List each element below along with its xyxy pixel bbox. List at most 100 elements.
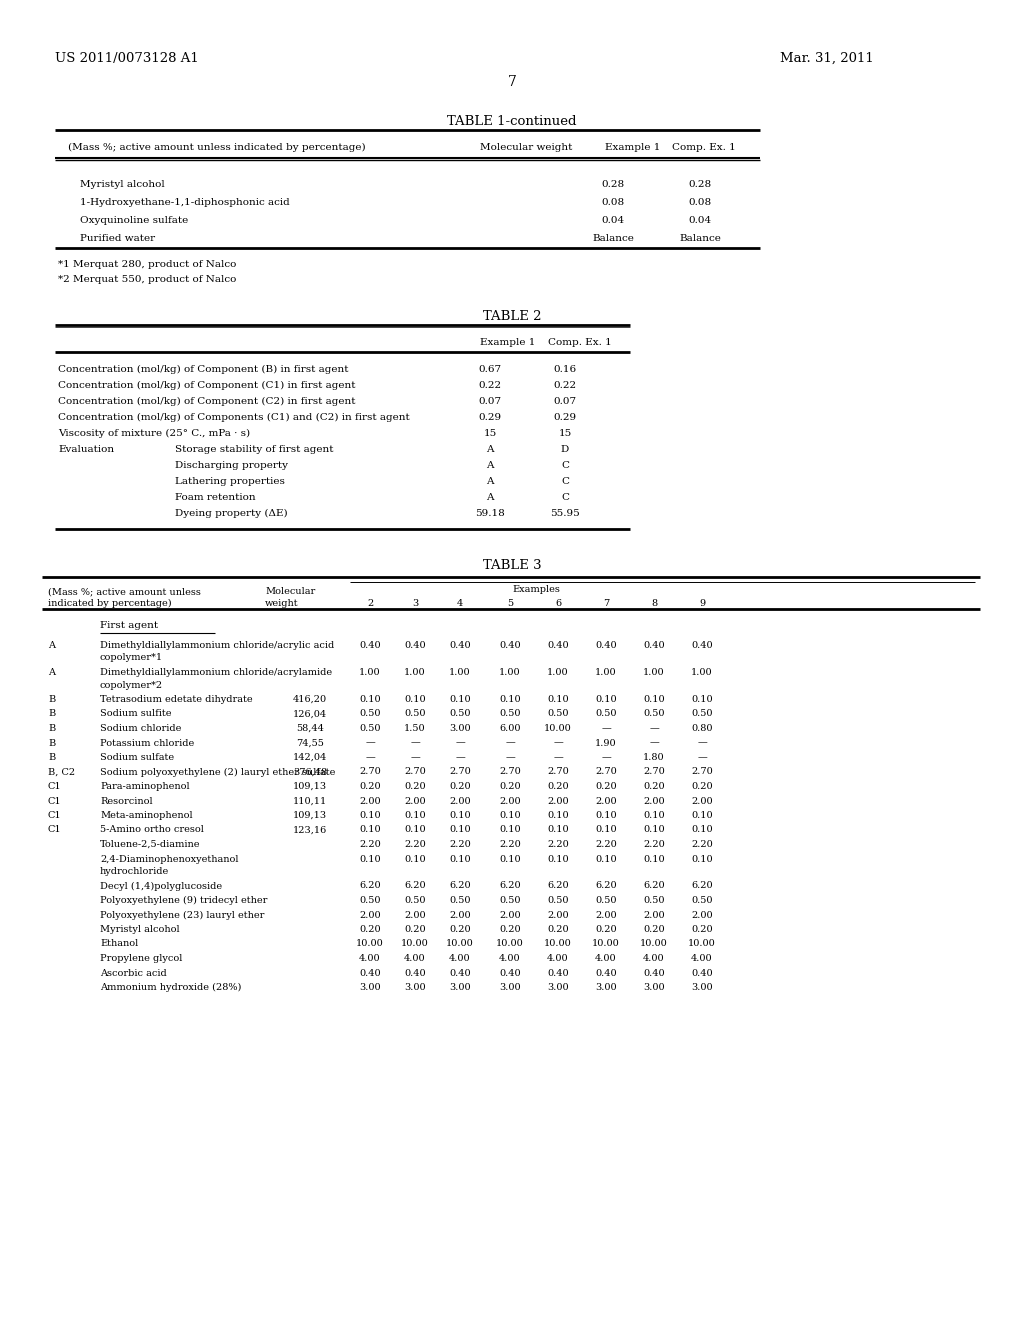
- Text: 7: 7: [508, 75, 516, 88]
- Text: Propylene glycol: Propylene glycol: [100, 954, 182, 964]
- Text: 0.07: 0.07: [553, 397, 577, 407]
- Text: 3.00: 3.00: [499, 983, 521, 993]
- Text: 2.70: 2.70: [404, 767, 426, 776]
- Text: 0.10: 0.10: [547, 696, 568, 704]
- Text: 55.95: 55.95: [550, 510, 580, 517]
- Text: 0.40: 0.40: [595, 642, 616, 649]
- Text: Comp. Ex. 1: Comp. Ex. 1: [672, 143, 736, 152]
- Text: TABLE 1-continued: TABLE 1-continued: [447, 115, 577, 128]
- Text: 58,44: 58,44: [296, 723, 324, 733]
- Text: Concentration (mol/kg) of Component (B) in first agent: Concentration (mol/kg) of Component (B) …: [58, 366, 348, 374]
- Text: 2.00: 2.00: [643, 911, 665, 920]
- Text: 2.00: 2.00: [643, 796, 665, 805]
- Text: —: —: [697, 752, 707, 762]
- Text: C1: C1: [48, 796, 61, 805]
- Text: A: A: [486, 477, 494, 486]
- Text: —: —: [553, 738, 563, 747]
- Text: 0.22: 0.22: [478, 381, 502, 389]
- Text: 0.10: 0.10: [499, 810, 521, 820]
- Text: —: —: [411, 752, 420, 762]
- Text: 0.40: 0.40: [450, 642, 471, 649]
- Text: 3.00: 3.00: [595, 983, 616, 993]
- Text: 3.00: 3.00: [547, 983, 568, 993]
- Text: 0.10: 0.10: [450, 825, 471, 834]
- Text: First agent: First agent: [100, 620, 158, 630]
- Text: B, C2: B, C2: [48, 767, 75, 776]
- Text: Examples: Examples: [512, 585, 560, 594]
- Text: 0.40: 0.40: [450, 969, 471, 978]
- Text: 376,48: 376,48: [293, 767, 327, 776]
- Text: Toluene-2,5-diamine: Toluene-2,5-diamine: [100, 840, 201, 849]
- Text: 1.00: 1.00: [499, 668, 521, 677]
- Text: 0.10: 0.10: [547, 810, 568, 820]
- Text: 8: 8: [651, 599, 657, 609]
- Text: 2.70: 2.70: [450, 767, 471, 776]
- Text: hydrochloride: hydrochloride: [100, 867, 169, 876]
- Text: Foam retention: Foam retention: [175, 492, 256, 502]
- Text: 0.29: 0.29: [478, 413, 502, 422]
- Text: 0.10: 0.10: [691, 854, 713, 863]
- Text: —: —: [601, 752, 611, 762]
- Text: 10.00: 10.00: [446, 940, 474, 949]
- Text: 2.20: 2.20: [450, 840, 471, 849]
- Text: 0.50: 0.50: [500, 896, 521, 906]
- Text: 0.10: 0.10: [450, 810, 471, 820]
- Text: Discharging property: Discharging property: [175, 461, 288, 470]
- Text: Dyeing property (ΔE): Dyeing property (ΔE): [175, 510, 288, 519]
- Text: 1.00: 1.00: [450, 668, 471, 677]
- Text: 0.10: 0.10: [359, 854, 381, 863]
- Text: 1.90: 1.90: [595, 738, 616, 747]
- Text: Oxyquinoline sulfate: Oxyquinoline sulfate: [80, 216, 188, 224]
- Text: 0.50: 0.50: [450, 710, 471, 718]
- Text: 4.00: 4.00: [643, 954, 665, 964]
- Text: 0.10: 0.10: [404, 825, 426, 834]
- Text: 1.00: 1.00: [691, 668, 713, 677]
- Text: 3: 3: [412, 599, 418, 609]
- Text: Polyoxyethylene (9) tridecyl ether: Polyoxyethylene (9) tridecyl ether: [100, 896, 267, 906]
- Text: 10.00: 10.00: [592, 940, 620, 949]
- Text: Purified water: Purified water: [80, 234, 155, 243]
- Text: 3.00: 3.00: [450, 723, 471, 733]
- Text: 4.00: 4.00: [499, 954, 521, 964]
- Text: 0.40: 0.40: [359, 642, 381, 649]
- Text: 6.20: 6.20: [499, 882, 521, 891]
- Text: 0.10: 0.10: [691, 810, 713, 820]
- Text: 2.70: 2.70: [691, 767, 713, 776]
- Text: 1.00: 1.00: [595, 668, 616, 677]
- Text: A: A: [486, 445, 494, 454]
- Text: 0.40: 0.40: [547, 642, 568, 649]
- Text: 0.10: 0.10: [404, 810, 426, 820]
- Text: Tetrasodium edetate dihydrate: Tetrasodium edetate dihydrate: [100, 696, 253, 704]
- Text: 0.10: 0.10: [359, 696, 381, 704]
- Text: 5-Amino ortho cresol: 5-Amino ortho cresol: [100, 825, 204, 834]
- Text: Sodium sulfite: Sodium sulfite: [100, 710, 171, 718]
- Text: 2.00: 2.00: [595, 796, 616, 805]
- Text: 0.20: 0.20: [404, 781, 426, 791]
- Text: 0.50: 0.50: [547, 896, 568, 906]
- Text: 0.50: 0.50: [595, 710, 616, 718]
- Text: Viscosity of mixture (25° C., mPa · s): Viscosity of mixture (25° C., mPa · s): [58, 429, 250, 438]
- Text: 4.00: 4.00: [547, 954, 568, 964]
- Text: D: D: [561, 445, 569, 454]
- Text: —: —: [649, 723, 658, 733]
- Text: —: —: [366, 738, 375, 747]
- Text: 0.10: 0.10: [404, 696, 426, 704]
- Text: indicated by percentage): indicated by percentage): [48, 599, 172, 609]
- Text: 0.50: 0.50: [359, 710, 381, 718]
- Text: 1.50: 1.50: [404, 723, 426, 733]
- Text: C1: C1: [48, 781, 61, 791]
- Text: 0.67: 0.67: [478, 366, 502, 374]
- Text: 0.40: 0.40: [691, 642, 713, 649]
- Text: —: —: [553, 752, 563, 762]
- Text: 0.40: 0.40: [691, 969, 713, 978]
- Text: 0.29: 0.29: [553, 413, 577, 422]
- Text: A: A: [48, 668, 55, 677]
- Text: 0.40: 0.40: [547, 969, 568, 978]
- Text: Ascorbic acid: Ascorbic acid: [100, 969, 167, 978]
- Text: 0.40: 0.40: [595, 969, 616, 978]
- Text: B: B: [48, 723, 55, 733]
- Text: 0.10: 0.10: [691, 825, 713, 834]
- Text: Resorcinol: Resorcinol: [100, 796, 153, 805]
- Text: 2.00: 2.00: [450, 796, 471, 805]
- Text: 0.10: 0.10: [643, 810, 665, 820]
